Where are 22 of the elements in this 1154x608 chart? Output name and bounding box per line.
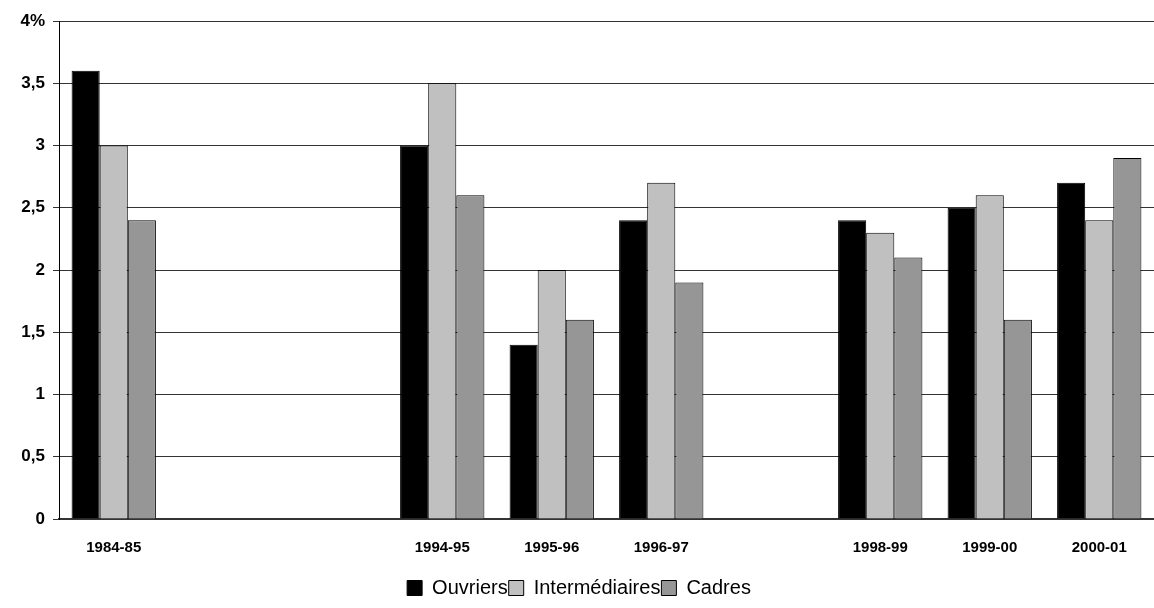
x-tick-label: 1996-97 bbox=[633, 538, 689, 556]
y-tick-label: 3,5 bbox=[21, 72, 45, 92]
x-tick-label: 1994-95 bbox=[414, 538, 470, 556]
bar bbox=[619, 220, 648, 519]
x-tick-label: 1995-96 bbox=[524, 538, 580, 556]
legend-label: Ouvriers bbox=[432, 575, 508, 598]
y-tick-label: 0,5 bbox=[21, 446, 45, 466]
y-tick-label: 2 bbox=[35, 259, 45, 279]
x-tick-label: 1998-99 bbox=[852, 538, 908, 556]
x-tick-label: 1984-85 bbox=[86, 538, 142, 556]
y-tick-label: 4% bbox=[20, 10, 45, 30]
legend-label: Cadres bbox=[686, 575, 751, 598]
bar bbox=[400, 145, 429, 519]
bar bbox=[1057, 182, 1086, 519]
y-tick-label: 1,5 bbox=[21, 321, 45, 341]
y-tick-label: 2,5 bbox=[21, 197, 45, 217]
y-tick-label: 3 bbox=[35, 135, 45, 155]
legend-label: Intermédiaires bbox=[533, 575, 661, 598]
x-tick-label: 1999-00 bbox=[962, 538, 1018, 556]
y-tick-label: 0 bbox=[35, 508, 45, 528]
x-tick-label: 2000-01 bbox=[1071, 538, 1127, 556]
y-tick-label: 1 bbox=[35, 384, 45, 404]
